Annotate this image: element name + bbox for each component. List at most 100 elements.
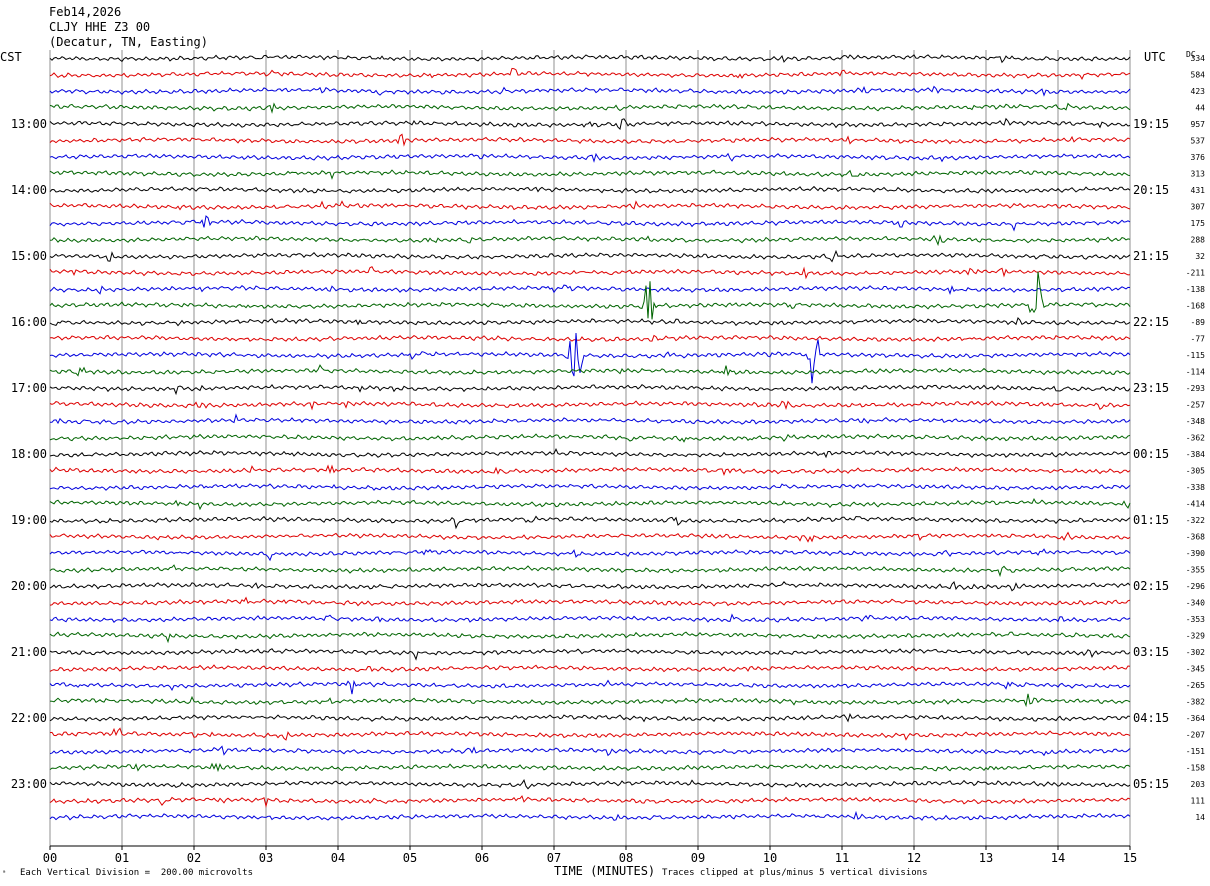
dc-offset-label: 307 (1191, 203, 1206, 212)
trace-37 (49, 664, 1131, 673)
dc-offset-label: 44 (1195, 104, 1205, 113)
utc-label: 02:15 (1133, 579, 1169, 593)
trace-28 (49, 515, 1131, 530)
dc-offset-label: -265 (1186, 681, 1205, 690)
trace-20 (49, 383, 1131, 396)
cst-label: 17:00 (11, 381, 47, 395)
dc-offset-label: 288 (1191, 236, 1206, 245)
utc-label: 03:15 (1133, 645, 1169, 659)
trace-46 (49, 810, 1131, 821)
dc-offset-label: -114 (1186, 368, 1205, 377)
right-axis-title: UTC (1144, 50, 1166, 64)
trace-2 (49, 85, 1131, 97)
x-tick-label: 02 (187, 851, 201, 865)
x-axis-label: TIME (MINUTES) (554, 864, 656, 878)
dc-offset-label: -207 (1186, 731, 1205, 740)
dc-offset-label: -305 (1186, 467, 1205, 476)
dc-offset-label: -362 (1186, 434, 1205, 443)
x-tick-label: 13 (979, 851, 993, 865)
x-tick-label: 10 (763, 851, 777, 865)
dc-offset-labels: 334 584 423 44 957 537 376 313 431 307 175 288 32 -21… (1186, 54, 1205, 822)
dc-offset-label: -345 (1186, 665, 1205, 674)
corner-mark: ᵃ (2, 869, 7, 877)
dc-offset-label: -158 (1186, 764, 1205, 773)
x-tick-label: 05 (403, 851, 417, 865)
trace-3 (49, 102, 1131, 114)
dc-offset-label: -302 (1186, 648, 1205, 657)
dc-offset-label: 334 (1191, 54, 1206, 63)
trace-16 (49, 317, 1131, 327)
trace-18 (49, 332, 1131, 384)
cst-label: 14:00 (11, 183, 47, 197)
x-tick-label: 06 (475, 851, 489, 865)
trace-42 (49, 745, 1131, 757)
dc-offset-label: -293 (1186, 384, 1205, 393)
trace-39 (49, 693, 1131, 708)
x-tick-label: 14 (1051, 851, 1065, 865)
trace-9 (49, 200, 1131, 211)
utc-label: 21:15 (1133, 249, 1169, 263)
dc-offset-label: -384 (1186, 450, 1205, 459)
trace-8 (49, 185, 1131, 194)
trace-30 (49, 548, 1131, 562)
dc-offset-label: -414 (1186, 500, 1205, 509)
dc-offset-label: 423 (1191, 87, 1206, 96)
grid (49, 50, 1131, 847)
dc-offset-label: -89 (1191, 318, 1206, 327)
dc-offset-label: 203 (1191, 780, 1206, 789)
trace-36 (49, 648, 1131, 661)
cst-label: 13:00 (11, 117, 47, 131)
trace-34 (49, 613, 1131, 623)
trace-19 (49, 364, 1131, 377)
left-time-labels: 13:00 14:00 15:00 16:00 17:00 18:00 19:00 20:00… (11, 117, 47, 791)
dc-offset-label: -138 (1186, 285, 1205, 294)
trace-7 (49, 169, 1131, 180)
dc-offset-label: 431 (1191, 186, 1206, 195)
dc-offset-label: 584 (1191, 71, 1206, 80)
dc-offset-label: -382 (1186, 698, 1205, 707)
dc-offset-label: -115 (1186, 351, 1205, 360)
x-tick-label: 12 (907, 851, 921, 865)
dc-offset-label: -168 (1186, 302, 1205, 311)
cst-label: 23:00 (11, 777, 47, 791)
dc-offset-label: -257 (1186, 401, 1205, 410)
dc-offset-label: 376 (1191, 153, 1206, 162)
dc-offset-label: 32 (1195, 252, 1205, 261)
trace-1 (49, 67, 1131, 80)
left-axis-title: CST (0, 50, 22, 64)
trace-31 (49, 564, 1131, 578)
dc-offset-label: 313 (1191, 170, 1206, 179)
cst-label: 20:00 (11, 579, 47, 593)
trace-40 (49, 712, 1131, 723)
x-tick-label: 04 (331, 851, 345, 865)
trace-22 (50, 413, 1131, 425)
cst-label: 15:00 (11, 249, 47, 263)
dc-offset-label: -329 (1186, 632, 1205, 641)
dc-offset-label: -348 (1186, 417, 1205, 426)
x-tick-labels: 00 01 02 03 04 05 06 07 08 09 10 11 12 13 14 15 (43, 846, 1137, 865)
x-tick-label: 01 (115, 851, 129, 865)
x-tick-label: 11 (835, 851, 849, 865)
dc-offset-label: -390 (1186, 549, 1205, 558)
dc-label: DC (1186, 50, 1196, 59)
trace-26 (49, 483, 1131, 491)
x-tick-label: 08 (619, 851, 633, 865)
dc-offset-label: -355 (1186, 566, 1205, 575)
x-tick-label: 15 (1123, 851, 1137, 865)
dc-offset-label: -353 (1186, 615, 1205, 624)
utc-label: 20:15 (1133, 183, 1169, 197)
dc-offset-label: -211 (1186, 269, 1205, 278)
trace-38 (49, 679, 1131, 695)
dc-offset-label: 957 (1191, 120, 1206, 129)
utc-label: 23:15 (1133, 381, 1169, 395)
trace-11 (49, 234, 1131, 247)
trace-14 (49, 284, 1131, 295)
dc-offset-label: 537 (1191, 137, 1206, 146)
trace-41 (49, 727, 1131, 741)
utc-label: 05:15 (1133, 777, 1169, 791)
trace-32 (49, 581, 1131, 592)
dc-offset-label: -322 (1186, 516, 1205, 525)
header-date: Feb14,2026 (49, 5, 122, 19)
dc-offset-label: 14 (1195, 813, 1205, 822)
